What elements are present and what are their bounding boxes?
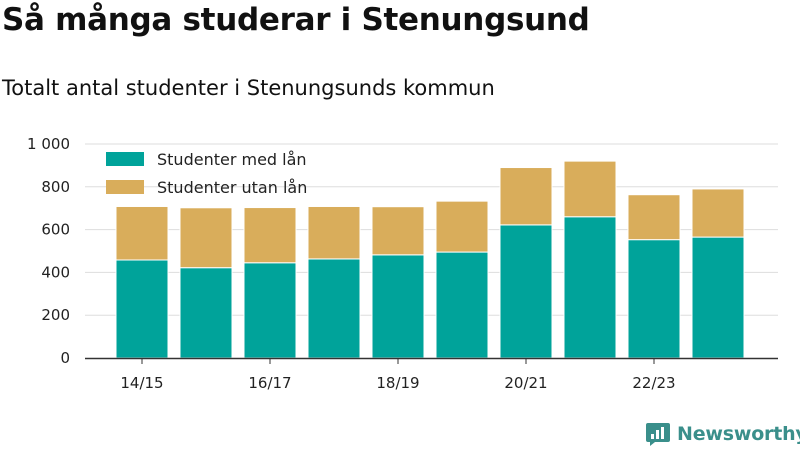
bar-without-loan [115, 205, 169, 261]
y-tick-label: 600 [41, 221, 70, 239]
y-tick-label: 200 [41, 306, 70, 324]
bar-with-loan [243, 262, 297, 359]
x-tick-label: 18/19 [376, 374, 419, 392]
chart-title: Så många studerar i Stenungsund [2, 2, 590, 38]
bars [115, 160, 745, 359]
x-tick-label: 16/17 [248, 374, 291, 392]
y-tick-label: 800 [41, 178, 70, 196]
bar-without-loan [307, 205, 361, 260]
bar-with-loan [115, 259, 169, 359]
y-tick-label: 400 [41, 263, 70, 281]
legend-label: Studenter med lån [157, 150, 307, 169]
bar-with-loan [435, 251, 489, 359]
bar-without-loan [179, 207, 233, 269]
bar-without-loan [627, 194, 681, 241]
bar-without-loan [499, 167, 553, 226]
bar-without-loan [371, 206, 425, 256]
bar-without-loan [563, 160, 617, 218]
y-tick-label: 0 [60, 349, 70, 367]
x-tick-label: 14/15 [120, 374, 163, 392]
bar-with-loan [563, 216, 617, 359]
legend-swatch-without-loan [106, 180, 144, 194]
newsworthy-icon [646, 423, 670, 446]
bar-without-loan [435, 200, 489, 253]
newsworthy-logo: Newsworthy [645, 420, 800, 448]
brand-name: Newsworthy [677, 423, 800, 445]
chart-subtitle: Totalt antal studenter i Stenungsunds ko… [2, 76, 495, 100]
x-tick-label: 22/23 [632, 374, 675, 392]
bar-with-loan [179, 267, 233, 359]
legend: Studenter med lån Studenter utan lån [106, 150, 307, 197]
bar-without-loan [243, 207, 297, 264]
y-tick-label: 1 000 [27, 135, 70, 153]
bar-with-loan [627, 239, 681, 359]
bar-with-loan [691, 236, 745, 359]
x-axis-ticks: 14/15 16/17 18/19 20/21 22/23 [120, 358, 676, 392]
legend-swatch-with-loan [106, 152, 144, 166]
legend-label: Studenter utan lån [157, 178, 307, 197]
bar-without-loan [691, 188, 745, 238]
bar-with-loan [371, 254, 425, 359]
x-tick-label: 20/21 [504, 374, 547, 392]
bar-with-loan [499, 224, 553, 359]
bar-with-loan [307, 258, 361, 359]
y-axis-ticks: 0 200 400 600 800 1 000 [27, 135, 70, 367]
